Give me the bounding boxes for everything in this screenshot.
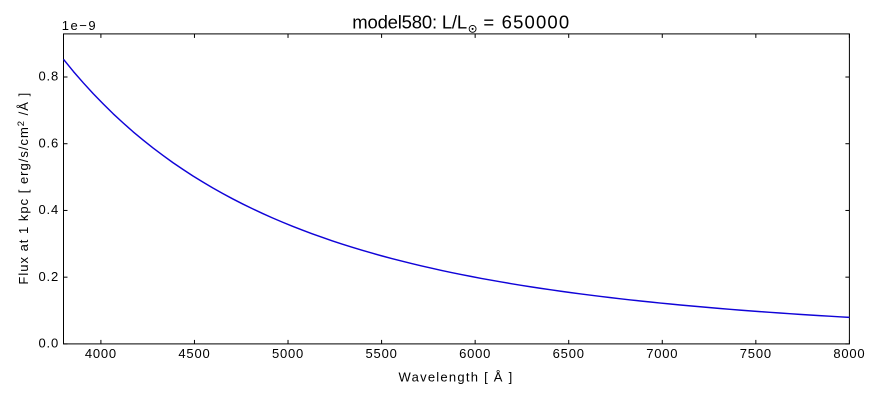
svg-text:0.2: 0.2: [39, 269, 59, 284]
svg-text:Flux at 1 kpc [ erg/s/cm2 /Å ]: Flux at 1 kpc [ erg/s/cm2 /Å ]: [16, 92, 31, 285]
svg-text:5000: 5000: [272, 346, 304, 361]
svg-text:8000: 8000: [833, 346, 865, 361]
svg-text:4500: 4500: [178, 346, 210, 361]
svg-text:0.8: 0.8: [39, 69, 59, 84]
svg-text:7000: 7000: [646, 346, 678, 361]
svg-text:4000: 4000: [85, 346, 117, 361]
svg-text:= 650000: = 650000: [483, 11, 570, 32]
svg-text:1e−9: 1e−9: [62, 18, 97, 33]
svg-text:0.0: 0.0: [39, 336, 59, 351]
svg-text:7500: 7500: [740, 346, 772, 361]
svg-text:6000: 6000: [459, 346, 491, 361]
svg-text:model580: L/L: model580: L/L: [352, 11, 467, 32]
svg-text:0.4: 0.4: [39, 202, 59, 217]
svg-text:6500: 6500: [553, 346, 585, 361]
svg-text:0.6: 0.6: [39, 135, 59, 150]
svg-text:5500: 5500: [366, 346, 398, 361]
svg-text:Wavelength [ Å ]: Wavelength [ Å ]: [399, 369, 514, 384]
